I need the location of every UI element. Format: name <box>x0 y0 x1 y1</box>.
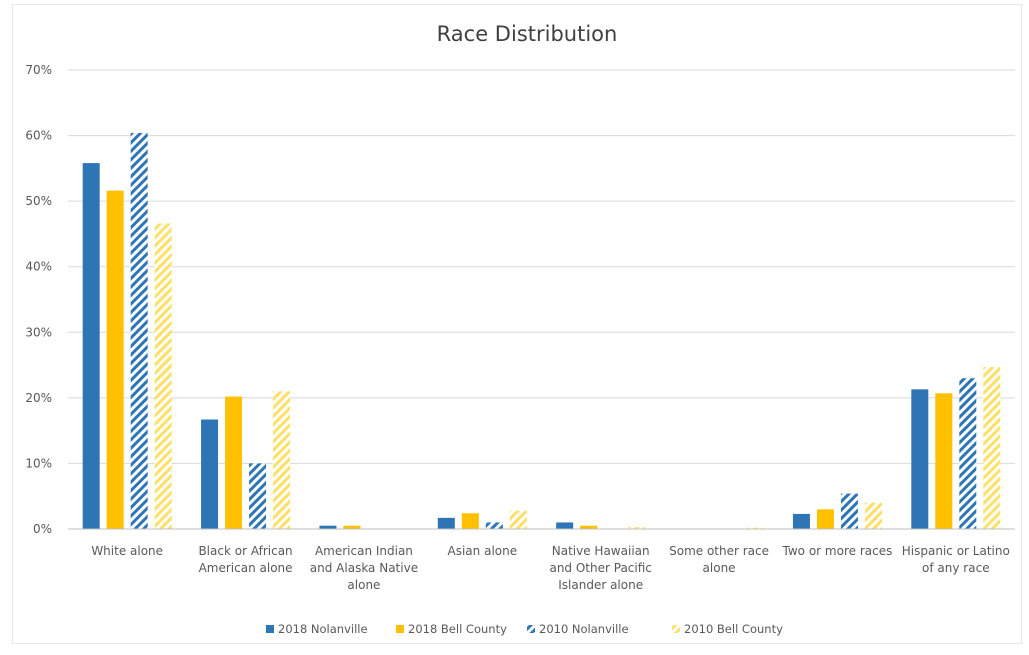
bar <box>485 522 503 529</box>
chart-title: Race Distribution <box>437 22 618 46</box>
legend: 2018 Nolanville 2018 Bell County 2010 Nola… <box>266 622 783 636</box>
category-label: and Alaska Native <box>310 561 418 575</box>
bar <box>959 378 977 529</box>
category-labels: White alone Black or African American alon… <box>91 544 1010 592</box>
y-tick-label: 20% <box>25 391 52 405</box>
bar <box>343 525 361 529</box>
bar <box>225 396 243 529</box>
category-label: American alone <box>199 561 293 575</box>
legend-swatch <box>266 625 274 633</box>
bar <box>746 527 764 529</box>
legend-label: 2018 Bell County <box>408 622 507 636</box>
category-label: Islander alone <box>558 578 643 592</box>
category-label: Asian alone <box>448 544 518 558</box>
category-label: and Other Pacific <box>549 561 651 575</box>
bar <box>437 517 455 529</box>
gridlines <box>68 69 1015 464</box>
bar <box>154 223 172 530</box>
legend-label: 2010 Nolanville <box>539 622 629 636</box>
bar <box>840 493 858 529</box>
category-label: White alone <box>91 544 163 558</box>
category-label: alone <box>347 578 380 592</box>
y-tick-label: 40% <box>25 260 52 274</box>
legend-swatch <box>672 625 680 633</box>
bar <box>461 513 479 529</box>
legend-label: 2018 Nolanville <box>278 622 368 636</box>
bar <box>792 513 810 529</box>
bar <box>273 391 291 529</box>
y-tick-label: 10% <box>25 456 52 470</box>
category-label: Some other race <box>669 544 769 558</box>
y-tick-label: 50% <box>25 194 52 208</box>
bar <box>628 527 646 529</box>
y-tick-label: 30% <box>25 325 52 339</box>
category-label: American Indian <box>315 544 413 558</box>
bars <box>82 132 1001 530</box>
bar <box>983 367 1001 529</box>
bar <box>201 419 219 529</box>
category-label: Native Hawaiian <box>552 544 650 558</box>
bar <box>935 393 953 529</box>
y-tick-label: 70% <box>25 63 52 77</box>
legend-swatch <box>527 625 535 633</box>
y-tick-label: 60% <box>25 129 52 143</box>
bar <box>106 190 124 529</box>
bar <box>816 509 834 529</box>
y-tick-label: 0% <box>33 522 52 536</box>
bar <box>864 502 882 529</box>
category-label: alone <box>703 561 736 575</box>
legend-label: 2010 Bell County <box>684 622 783 636</box>
bar <box>249 463 267 529</box>
bar <box>82 163 100 529</box>
bar <box>911 389 929 529</box>
bar <box>580 525 598 529</box>
bar <box>509 510 527 529</box>
y-axis-ticks: 0% 10% 20% 30% 40% 50% 60% 70% <box>25 63 52 536</box>
category-label: Black or African <box>198 544 292 558</box>
category-label: Two or more races <box>782 544 893 558</box>
legend-swatch <box>396 625 404 633</box>
bar <box>556 522 574 529</box>
bar <box>130 132 148 529</box>
category-label: Hispanic or Latino <box>902 544 1010 558</box>
category-label: of any race <box>922 561 990 575</box>
bar <box>319 525 337 529</box>
